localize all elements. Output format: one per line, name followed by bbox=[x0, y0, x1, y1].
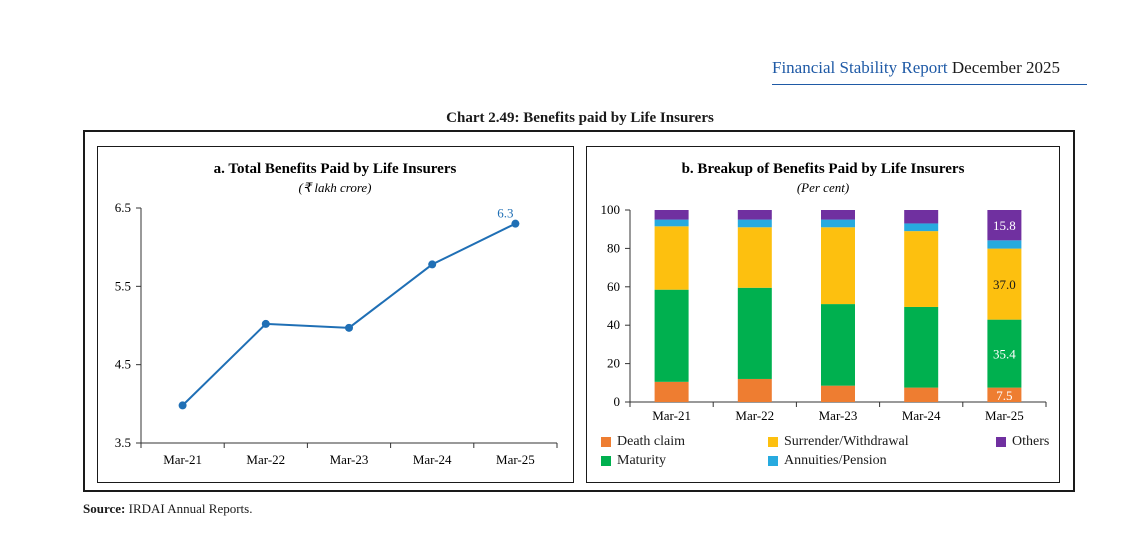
stacked-bar-chart-breakup: b. Breakup of Benefits Paid by Life Insu… bbox=[601, 161, 1047, 423]
report-date: December 2025 bbox=[951, 58, 1060, 77]
chart-b-data-label: 7.5 bbox=[996, 388, 1012, 403]
source-note: Source: IRDAI Annual Reports. bbox=[83, 501, 252, 517]
bar-death-claim-mar-24 bbox=[904, 387, 939, 402]
chart-a-data-point bbox=[511, 219, 520, 228]
chart-b-y-tick-label: 100 bbox=[601, 202, 621, 217]
chart-b-data-label: 37.0 bbox=[993, 277, 1016, 292]
figure-title: Chart 2.49: Benefits paid by Life Insure… bbox=[446, 110, 714, 126]
legend-swatch bbox=[601, 456, 611, 466]
chart-b-x-tick-label: Mar-21 bbox=[652, 408, 691, 423]
chart-b-x-tick-label: Mar-22 bbox=[735, 408, 774, 423]
chart-b-subtitle: (Per cent) bbox=[797, 180, 849, 195]
source-text: IRDAI Annual Reports. bbox=[128, 501, 253, 516]
bar-surrender-withdrawal-mar-24 bbox=[904, 231, 939, 307]
chart-a-data-point bbox=[178, 401, 187, 410]
chart-a-x-tick-label: Mar-21 bbox=[163, 452, 202, 467]
legend-label: Death claim bbox=[617, 434, 686, 449]
header-rule bbox=[772, 84, 1087, 85]
legend-label: Maturity bbox=[617, 453, 666, 468]
bar-maturity-mar-25 bbox=[987, 319, 1022, 388]
legend-item-death-claim: Death claim bbox=[601, 434, 685, 450]
bar-annuities-pension-mar-24 bbox=[904, 223, 939, 232]
chart-b-data-label: 35.4 bbox=[993, 347, 1016, 362]
chart-b-title: b. Breakup of Benefits Paid by Life Insu… bbox=[682, 161, 965, 177]
bar-annuities-pension-mar-22 bbox=[737, 219, 772, 228]
chart-a-data-point bbox=[345, 323, 353, 332]
chart-a-title: a. Total Benefits Paid by Life Insurers bbox=[214, 161, 457, 177]
chart-a-y-tick-label: 4.5 bbox=[115, 357, 131, 372]
source-label: Source: bbox=[83, 501, 126, 516]
chart-b-data-label: 15.8 bbox=[993, 218, 1016, 233]
report-header: Financial Stability Report December 2025 bbox=[772, 58, 1060, 78]
chart-b-x-tick-label: Mar-25 bbox=[985, 408, 1024, 423]
bar-maturity-mar-23 bbox=[821, 304, 855, 386]
chart-a-y-tick-label: 5.5 bbox=[115, 278, 131, 293]
chart-b-y-tick-label: 20 bbox=[607, 356, 620, 371]
bar-others-mar-23 bbox=[821, 210, 855, 220]
bar-others-mar-25 bbox=[987, 210, 1022, 241]
bar-surrender-withdrawal-mar-21 bbox=[654, 226, 689, 290]
bar-death-claim-mar-21 bbox=[654, 381, 689, 402]
chart-b-y-tick-label: 60 bbox=[607, 279, 620, 294]
legend-swatch bbox=[768, 437, 778, 447]
bar-maturity-mar-22 bbox=[737, 287, 772, 379]
chart-b-y-tick-label: 80 bbox=[607, 240, 620, 255]
report-name: Financial Stability Report bbox=[772, 58, 948, 77]
legend-item-maturity: Maturity bbox=[601, 453, 666, 469]
bar-others-mar-21 bbox=[654, 210, 689, 220]
chart-a-x-tick-label: Mar-24 bbox=[413, 452, 452, 467]
chart-a-data-point bbox=[261, 319, 270, 328]
bar-death-claim-mar-25 bbox=[987, 387, 1022, 402]
bar-others-mar-22 bbox=[737, 210, 772, 220]
chart-a-y-tick-label: 3.5 bbox=[115, 435, 131, 450]
legend-label: Others bbox=[1012, 434, 1050, 449]
bar-surrender-withdrawal-mar-25 bbox=[987, 248, 1022, 320]
chart-a-x-tick-label: Mar-23 bbox=[330, 452, 369, 467]
chart-b-y-tick-label: 0 bbox=[614, 394, 621, 409]
chart-b-y-tick-label: 40 bbox=[607, 317, 620, 332]
legend-item-annuities-pension: Annuities/Pension bbox=[768, 453, 887, 469]
chart-a-series-line bbox=[181, 222, 516, 407]
chart-b-x-tick-label: Mar-23 bbox=[819, 408, 858, 423]
legend-item-others: Others bbox=[996, 434, 1049, 450]
legend-swatch bbox=[996, 437, 1006, 447]
legend-swatch bbox=[601, 437, 611, 447]
bar-annuities-pension-mar-23 bbox=[821, 219, 855, 228]
figure-frame bbox=[83, 130, 1075, 492]
legend-label: Surrender/Withdrawal bbox=[784, 434, 909, 449]
bar-surrender-withdrawal-mar-22 bbox=[737, 227, 772, 288]
line-chart-total-benefits: a. Total Benefits Paid by Life Insurers … bbox=[115, 161, 558, 467]
bar-annuities-pension-mar-25 bbox=[987, 240, 1022, 249]
chart-a-x-tick-label: Mar-22 bbox=[246, 452, 285, 467]
chart-a-y-tick-label: 6.5 bbox=[115, 200, 131, 215]
chart-a-data-point bbox=[428, 260, 437, 269]
bar-annuities-pension-mar-21 bbox=[654, 219, 689, 227]
legend-item-surrender-withdrawal: Surrender/Withdrawal bbox=[768, 434, 909, 450]
bar-surrender-withdrawal-mar-23 bbox=[821, 227, 855, 305]
bar-others-mar-24 bbox=[904, 210, 939, 224]
panel-a bbox=[97, 146, 574, 483]
chart-a-data-label: 6.3 bbox=[497, 206, 513, 221]
legend-label: Annuities/Pension bbox=[784, 453, 887, 468]
bar-death-claim-mar-23 bbox=[821, 385, 855, 402]
bar-maturity-mar-24 bbox=[904, 306, 939, 388]
chart-b-legend: Death claim Surrender/Withdrawal Others Mat… bbox=[586, 430, 1060, 480]
chart-b-x-tick-label: Mar-24 bbox=[902, 408, 941, 423]
bar-death-claim-mar-22 bbox=[737, 378, 772, 402]
chart-a-subtitle: (₹ lakh crore) bbox=[298, 180, 371, 195]
chart-a-x-tick-label: Mar-25 bbox=[496, 452, 535, 467]
legend-swatch bbox=[768, 456, 778, 466]
bar-maturity-mar-21 bbox=[654, 289, 689, 382]
